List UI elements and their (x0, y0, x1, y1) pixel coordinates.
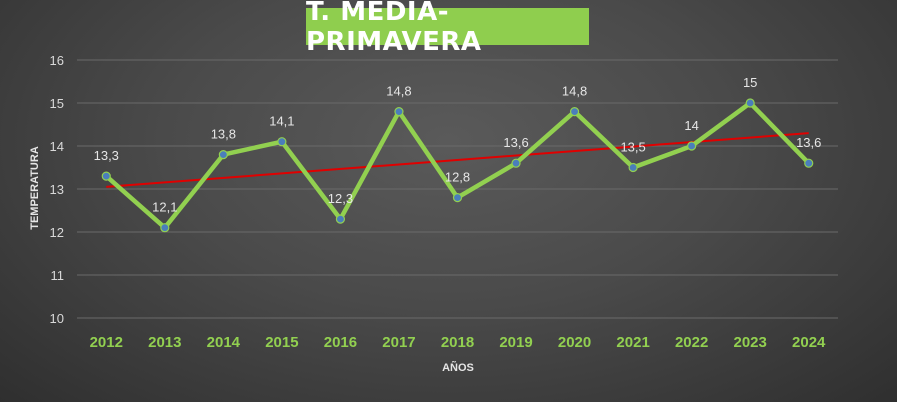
chart-title-box: T. MEDIA-PRIMAVERA (306, 0, 589, 57)
y-tick-label: 12 (50, 225, 64, 240)
y-tick-label: 10 (50, 311, 64, 326)
data-point (511, 158, 521, 168)
data-label: 12,8 (445, 170, 470, 185)
data-label: 13,8 (211, 127, 236, 142)
data-label: 13,5 (620, 140, 645, 155)
data-point (569, 106, 580, 117)
x-axis-ticks: 2012 2013 2014 2015 2016 2017 2018 2019 2020 2021… (90, 334, 826, 351)
y-tick-label: 13 (50, 182, 64, 197)
y-axis-title: TEMPERATURA (29, 146, 41, 230)
data-point (335, 214, 346, 224)
data-label: 15 (743, 75, 757, 90)
data-point (804, 158, 814, 168)
data-point (628, 162, 638, 173)
x-tick-label: 2023 (734, 334, 767, 351)
data-point (101, 171, 111, 181)
data-label: 14,8 (562, 84, 587, 99)
data-point (452, 193, 463, 203)
data-point (160, 223, 170, 233)
data-label: 14,1 (269, 114, 294, 129)
x-tick-label: 2013 (148, 334, 181, 351)
data-label: 13,6 (503, 135, 528, 150)
data-point (218, 150, 228, 160)
x-tick-label: 2015 (265, 334, 298, 351)
chart-title: T. MEDIA-PRIMAVERA (306, 0, 482, 57)
data-point (745, 98, 755, 108)
data-point (277, 137, 287, 147)
data-label: 12,3 (328, 191, 353, 206)
series-line (104, 100, 811, 230)
data-labels: 13,3 12,1 13,8 14,1 12,3 14,8 12,8 13,6 14,8 13,5… (94, 75, 822, 215)
y-tick-label: 14 (50, 139, 64, 154)
data-label: 14 (684, 118, 698, 133)
x-tick-label: 2017 (382, 334, 415, 351)
x-tick-label: 2022 (675, 334, 708, 351)
x-tick-label: 2019 (499, 334, 532, 351)
data-markers (101, 98, 814, 233)
y-tick-label: 16 (50, 53, 64, 68)
y-tick-label: 11 (51, 268, 65, 283)
gridlines (77, 59, 838, 319)
x-tick-label: 2024 (792, 334, 826, 351)
x-tick-label: 2020 (558, 334, 591, 351)
data-point (687, 141, 697, 151)
x-tick-label: 2012 (90, 334, 123, 351)
x-tick-label: 2021 (616, 334, 649, 351)
data-label: 12,1 (152, 200, 177, 215)
y-axis-ticks: 10 11 12 13 14 15 16 (50, 53, 64, 326)
data-label: 14,8 (386, 84, 411, 99)
y-tick-label: 15 (50, 96, 64, 111)
x-tick-label: 2018 (441, 334, 474, 351)
data-point (394, 106, 404, 117)
x-tick-label: 2014 (207, 334, 241, 351)
x-tick-label: 2016 (324, 334, 357, 351)
data-label: 13,3 (94, 148, 119, 163)
x-axis-title: AÑOS (442, 361, 474, 374)
data-label: 13,6 (796, 135, 821, 150)
